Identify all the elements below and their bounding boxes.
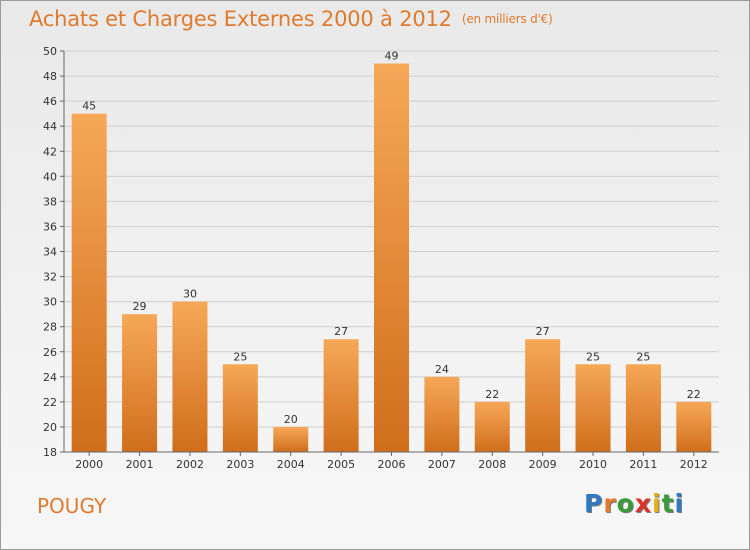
bar-value-label: 25 <box>586 350 600 363</box>
bar-value-label: 24 <box>435 363 449 376</box>
x-tick-label: 2002 <box>176 458 204 471</box>
x-tick-label: 2000 <box>75 458 103 471</box>
x-tick-label: 2009 <box>529 458 557 471</box>
x-tick-label: 2007 <box>428 458 456 471</box>
bar <box>474 401 510 452</box>
bar-value-label: 22 <box>687 388 701 401</box>
y-tick-label: 40 <box>43 170 57 183</box>
bar-value-label: 29 <box>133 300 147 313</box>
logo-letter: t <box>661 489 675 518</box>
proxiti-logo[interactable]: Proxiti <box>584 489 684 518</box>
logo-letter: P <box>584 489 604 518</box>
x-tick-label: 2003 <box>226 458 254 471</box>
bar <box>424 376 460 452</box>
y-tick-label: 46 <box>43 95 57 108</box>
y-tick-label: 48 <box>43 70 57 83</box>
bar <box>172 301 208 452</box>
x-tick-label: 2005 <box>327 458 355 471</box>
y-tick-label: 22 <box>43 396 57 409</box>
bar-value-label: 27 <box>334 325 348 338</box>
bar <box>122 314 158 452</box>
y-tick-label: 32 <box>43 271 57 284</box>
chart-unit: (en milliers d'€) <box>461 12 553 26</box>
bar <box>374 63 409 452</box>
bar-value-label: 49 <box>385 50 399 63</box>
bar <box>525 339 561 452</box>
x-tick-label: 2001 <box>126 458 154 471</box>
y-tick-label: 20 <box>43 421 57 434</box>
bar <box>222 364 258 452</box>
y-tick-label: 28 <box>43 321 57 334</box>
y-tick-label: 44 <box>43 120 57 133</box>
logo-letter: x <box>634 489 652 518</box>
bar <box>575 364 611 452</box>
bar <box>71 113 107 452</box>
bar-value-label: 22 <box>485 388 499 401</box>
bar-value-label: 30 <box>183 288 197 301</box>
x-tick-label: 2008 <box>478 458 506 471</box>
y-tick-label: 30 <box>43 296 57 309</box>
bar-value-label: 20 <box>284 413 298 426</box>
bar <box>625 364 661 452</box>
logo-letter: o <box>616 489 635 518</box>
bar <box>273 426 309 452</box>
logo-letter: r <box>603 489 617 518</box>
x-tick-label: 2012 <box>680 458 708 471</box>
x-tick-label: 2004 <box>277 458 305 471</box>
commune-name: POUGY <box>37 494 107 518</box>
y-tick-label: 38 <box>43 195 57 208</box>
y-tick-label: 36 <box>43 220 57 233</box>
bar-value-label: 45 <box>82 100 96 113</box>
y-tick-label: 18 <box>43 446 57 459</box>
y-tick-label: 34 <box>43 246 57 259</box>
bar <box>323 339 359 452</box>
chart-title-text: Achats et Charges Externes 2000 à 2012 <box>29 7 452 31</box>
bar-value-label: 27 <box>536 325 550 338</box>
chart-title: Achats et Charges Externes 2000 à 2012 (e… <box>29 7 553 31</box>
y-tick-label: 24 <box>43 371 57 384</box>
y-tick-label: 50 <box>43 45 57 58</box>
x-tick-label: 2011 <box>629 458 657 471</box>
logo-letter: i <box>652 489 662 518</box>
bar-value-label: 25 <box>233 350 247 363</box>
y-tick-label: 42 <box>43 145 57 158</box>
y-tick-label: 26 <box>43 346 57 359</box>
logo-letter: i <box>674 489 685 518</box>
bar-value-label: 25 <box>636 350 650 363</box>
x-tick-label: 2006 <box>378 458 406 471</box>
x-tick-label: 2010 <box>579 458 607 471</box>
bar <box>676 401 712 452</box>
